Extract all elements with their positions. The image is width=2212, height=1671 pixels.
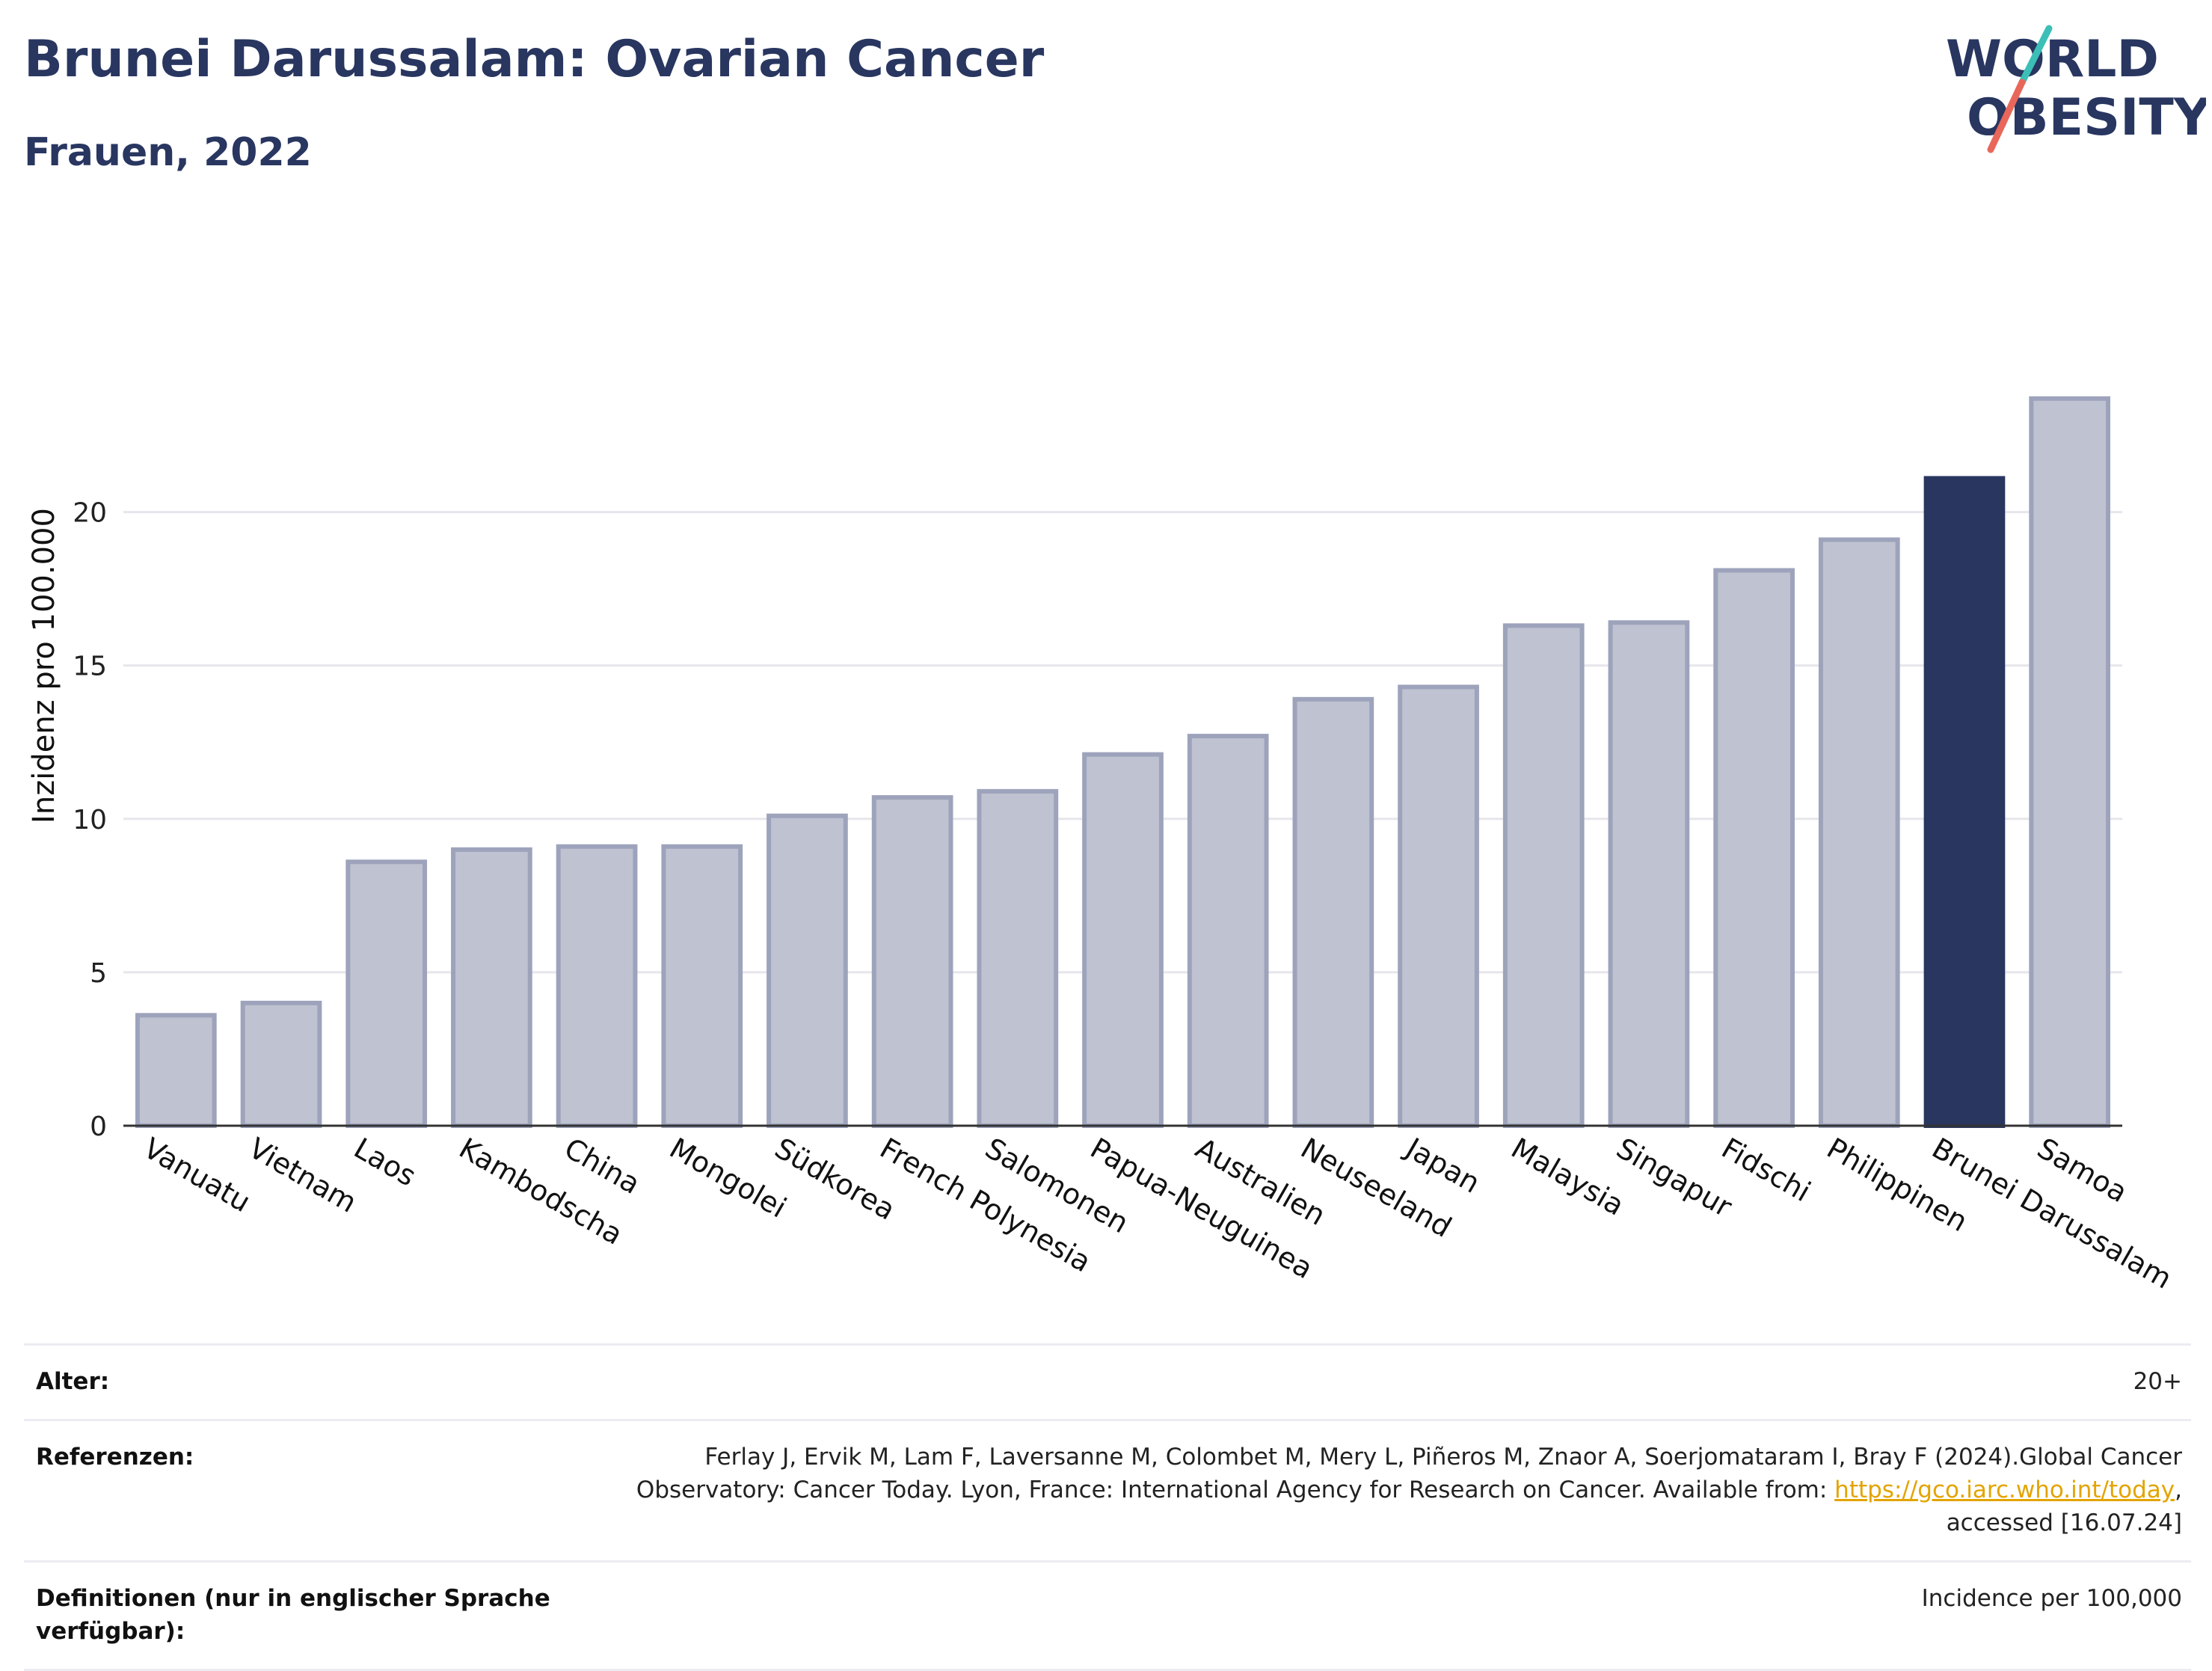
bar-salomonen bbox=[977, 788, 1059, 1128]
x-tick-label: Singapur bbox=[1611, 1132, 1738, 1224]
bar-malaysia bbox=[1502, 623, 1585, 1128]
definitions-value: Incidence per 100,000 bbox=[1921, 1585, 2182, 1612]
bar-singapur bbox=[1608, 620, 1690, 1128]
bar-china bbox=[556, 844, 638, 1128]
bar-australien bbox=[1187, 734, 1269, 1128]
bar-samoa bbox=[2029, 396, 2111, 1128]
x-tick-label: Mongolei bbox=[664, 1132, 792, 1224]
logo-teal-stroke bbox=[2018, 25, 2053, 86]
age-value: 20+ bbox=[2133, 1368, 2182, 1395]
bar-neuseeland bbox=[1292, 696, 1374, 1128]
references-label: Referenzen: bbox=[36, 1444, 194, 1471]
definitions-row: Definitionen (nur in englischer Sprache … bbox=[24, 1560, 2191, 1671]
bars bbox=[135, 396, 2111, 1129]
page-subtitle: Frauen, 2022 bbox=[24, 130, 312, 175]
x-tick-label: Laos bbox=[348, 1132, 422, 1193]
x-tick-label: Südkorea bbox=[769, 1132, 901, 1227]
bar-kambodscha bbox=[451, 847, 532, 1129]
y-tick-label: 10 bbox=[73, 805, 107, 836]
y-tick-label: 20 bbox=[73, 498, 107, 529]
bar-vietnam bbox=[240, 1000, 322, 1128]
page-title: Brunei Darussalam: Ovarian Cancer bbox=[24, 30, 1045, 89]
logo-red-stroke bbox=[1987, 79, 2026, 153]
x-tick-label: Vietnam bbox=[243, 1132, 362, 1219]
y-tick-labels: 0 5 10 15 20 bbox=[73, 498, 107, 1142]
references-link[interactable]: https://gco.iarc.who.int/today bbox=[1834, 1477, 2175, 1503]
definitions-label: Definitionen (nur in englischer Sprache … bbox=[36, 1585, 550, 1645]
y-tick-label: 15 bbox=[73, 651, 107, 682]
bar-philippinen bbox=[1818, 537, 1900, 1128]
bar-japan bbox=[1398, 684, 1479, 1128]
bar-mongolei bbox=[661, 844, 743, 1128]
age-row: Alter: 20+ bbox=[24, 1343, 2191, 1419]
bar-laos bbox=[345, 859, 428, 1128]
references-accessed: , accessed [16.07.24] bbox=[1946, 1477, 2182, 1536]
bar-südkorea bbox=[766, 813, 848, 1128]
references-row: Referenzen: Ferlay J, Ervik M, Lam F, La… bbox=[24, 1419, 2191, 1560]
bar-brunei-darussalam bbox=[1923, 476, 2006, 1129]
references-text: Ferlay J, Ervik M, Lam F, Laversanne M, … bbox=[636, 1444, 2182, 1503]
y-tick-label: 5 bbox=[90, 958, 107, 989]
logo-line1: WORLD bbox=[1946, 30, 2159, 89]
bar-fidschi bbox=[1713, 568, 1795, 1128]
bar-papua-neuguinea bbox=[1082, 752, 1164, 1128]
bar-french-polynesia bbox=[871, 795, 953, 1128]
x-tick-label: Vanuatu bbox=[138, 1132, 256, 1218]
y-tick-label: 0 bbox=[90, 1112, 107, 1142]
age-label: Alter: bbox=[36, 1368, 110, 1395]
x-tick-label: Malaysia bbox=[1506, 1132, 1630, 1222]
references-value: Ferlay J, Ervik M, Lam F, Laversanne M, … bbox=[574, 1441, 2182, 1539]
bar-vanuatu bbox=[135, 1013, 217, 1128]
info-table: Alter: 20+ Referenzen: Ferlay J, Ervik M… bbox=[24, 1343, 2191, 1671]
y-axis-label: Inzidenz pro 100.000 bbox=[27, 508, 61, 824]
world-obesity-logo: WORLD OBESITY bbox=[1946, 25, 2206, 153]
